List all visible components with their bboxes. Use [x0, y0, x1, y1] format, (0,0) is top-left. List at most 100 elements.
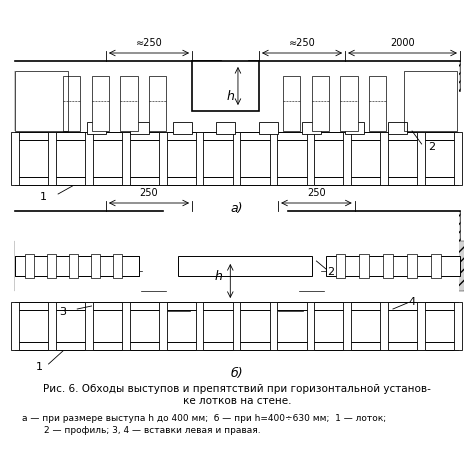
Bar: [15, 52, 459, 207]
Bar: [326, 257, 460, 276]
Bar: [15, 72, 68, 132]
Bar: [404, 72, 457, 132]
Text: 2000: 2000: [390, 38, 415, 48]
Bar: [130, 123, 149, 135]
Bar: [48, 241, 73, 291]
Bar: [302, 123, 321, 135]
Bar: [68, 62, 111, 92]
Bar: [388, 123, 407, 135]
Bar: [216, 123, 235, 135]
Bar: [393, 241, 412, 291]
Bar: [431, 254, 441, 278]
Text: h: h: [227, 90, 234, 103]
Bar: [149, 77, 166, 132]
Text: 1: 1: [36, 361, 43, 371]
Bar: [383, 212, 422, 241]
Bar: [270, 302, 277, 350]
Bar: [69, 254, 78, 278]
Bar: [307, 302, 314, 350]
Bar: [87, 123, 106, 135]
Bar: [15, 212, 58, 241]
Bar: [269, 62, 311, 92]
Bar: [85, 302, 93, 350]
Text: а): а): [231, 202, 243, 215]
Bar: [233, 302, 240, 350]
Bar: [380, 302, 388, 350]
Bar: [417, 62, 460, 92]
Bar: [173, 123, 192, 135]
Bar: [344, 133, 351, 186]
Bar: [359, 254, 369, 278]
Bar: [113, 254, 122, 278]
Bar: [259, 123, 278, 135]
Text: h: h: [215, 270, 223, 283]
Bar: [68, 212, 111, 241]
Text: 4: 4: [409, 296, 416, 306]
Bar: [178, 257, 311, 276]
Text: 250: 250: [140, 188, 158, 198]
Text: ≈250: ≈250: [289, 38, 315, 48]
Bar: [85, 133, 93, 186]
Bar: [192, 62, 259, 112]
Polygon shape: [254, 252, 369, 331]
Bar: [345, 123, 364, 135]
Bar: [380, 133, 388, 186]
Bar: [15, 62, 58, 92]
Text: 2 — профиль; 3, 4 — вставки левая и правая.: 2 — профиль; 3, 4 — вставки левая и прав…: [44, 425, 260, 434]
Bar: [122, 302, 129, 350]
Bar: [417, 302, 425, 350]
Bar: [404, 72, 457, 132]
Bar: [48, 302, 56, 350]
Bar: [192, 62, 259, 112]
Bar: [15, 257, 139, 276]
Bar: [383, 254, 393, 278]
Bar: [15, 342, 458, 350]
Bar: [454, 302, 462, 350]
Bar: [15, 178, 458, 186]
Text: 3: 3: [59, 306, 66, 316]
Bar: [91, 254, 100, 278]
Bar: [120, 77, 137, 132]
Text: 1: 1: [40, 192, 47, 202]
Text: б): б): [231, 366, 243, 379]
Bar: [446, 241, 465, 291]
Polygon shape: [91, 252, 216, 331]
Bar: [11, 302, 19, 350]
Bar: [283, 77, 300, 132]
Bar: [340, 77, 357, 132]
Bar: [331, 212, 369, 241]
Bar: [278, 212, 317, 241]
Text: 2: 2: [327, 267, 334, 276]
Bar: [15, 202, 459, 371]
Bar: [15, 302, 458, 310]
Text: 250: 250: [307, 188, 326, 198]
Bar: [233, 133, 240, 186]
Bar: [15, 72, 68, 132]
Text: 2: 2: [428, 142, 435, 152]
Bar: [159, 133, 166, 186]
Bar: [173, 62, 216, 92]
Bar: [120, 62, 164, 92]
Bar: [417, 133, 425, 186]
Bar: [307, 133, 314, 186]
Text: Рис. 6. Обходы выступов и препятствий при горизонтальной установ-
ке лотков на с: Рис. 6. Обходы выступов и препятствий пр…: [43, 383, 431, 405]
Bar: [48, 133, 56, 186]
Bar: [159, 302, 166, 350]
Bar: [196, 133, 203, 186]
Bar: [46, 254, 56, 278]
Bar: [374, 62, 417, 92]
Bar: [454, 133, 462, 186]
Bar: [15, 257, 139, 276]
Bar: [321, 62, 364, 92]
Bar: [407, 254, 417, 278]
Bar: [422, 212, 460, 241]
Bar: [311, 77, 329, 132]
Bar: [91, 77, 109, 132]
Bar: [15, 241, 39, 291]
Bar: [15, 133, 458, 141]
Bar: [344, 302, 351, 350]
Bar: [422, 241, 441, 291]
Bar: [122, 133, 129, 186]
Text: ≈250: ≈250: [136, 38, 163, 48]
Bar: [369, 77, 386, 132]
